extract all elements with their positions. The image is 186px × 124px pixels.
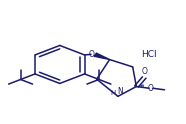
Text: H: H — [110, 90, 116, 96]
Polygon shape — [94, 53, 110, 60]
Text: O: O — [147, 84, 153, 93]
Text: HCl: HCl — [141, 49, 157, 59]
Text: O: O — [141, 67, 147, 76]
Text: N: N — [117, 87, 123, 96]
Text: O: O — [89, 50, 95, 59]
